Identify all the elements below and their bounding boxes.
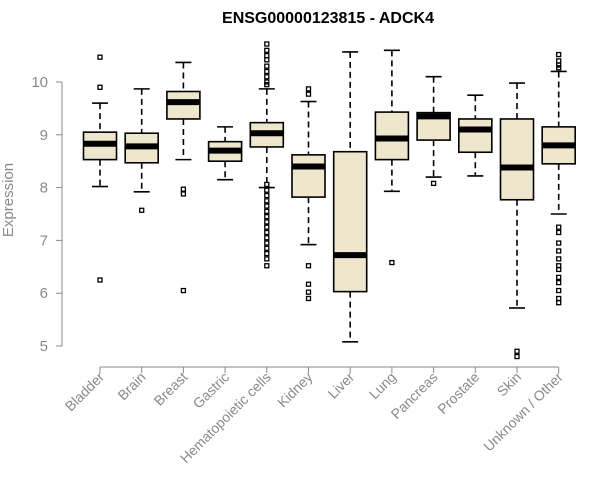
- outlier-point: [97, 54, 103, 60]
- iqr-box: [332, 150, 368, 293]
- outlier-point: [264, 47, 270, 53]
- outlier-point: [514, 353, 520, 360]
- outlier-point: [264, 198, 270, 204]
- outlier-point: [305, 91, 312, 97]
- outlier-point: [264, 181, 270, 188]
- y-tick-label: 5: [40, 338, 48, 355]
- outlier-point: [556, 58, 562, 64]
- box-skin: [499, 82, 535, 360]
- outlier-point: [264, 63, 270, 69]
- x-tick-label: Lung: [366, 369, 399, 402]
- outlier-point: [305, 263, 312, 269]
- y-tick-label: 6: [40, 285, 48, 302]
- outlier-point: [97, 84, 103, 90]
- outlier-point: [264, 229, 270, 236]
- outlier-point: [264, 203, 270, 209]
- x-tick-label: Unknown / Other: [480, 369, 566, 455]
- outlier-point: [264, 240, 270, 246]
- outlier-point: [264, 250, 270, 257]
- y-tick-label: 9: [40, 127, 48, 144]
- outlier-point: [264, 219, 270, 225]
- box-breast: [166, 61, 201, 294]
- outlier-point: [264, 57, 270, 63]
- box-prostate: [457, 94, 493, 177]
- outlier-point: [264, 213, 270, 220]
- outlier-point: [556, 248, 562, 254]
- outlier-point: [180, 287, 187, 294]
- y-tick-label: 10: [31, 74, 48, 91]
- outlier-point: [264, 81, 270, 88]
- outlier-point: [556, 300, 562, 306]
- x-tick-label: Brain: [114, 369, 148, 403]
- outlier-point: [264, 187, 270, 193]
- outlier-point: [556, 65, 562, 71]
- outlier-point: [389, 259, 395, 266]
- box-liver: [332, 51, 368, 343]
- outlier-point: [264, 224, 270, 230]
- outlier-point: [430, 180, 437, 187]
- x-tick-label: Breast: [151, 369, 191, 409]
- outlier-point: [139, 207, 145, 213]
- x-tick-label: Prostate: [434, 369, 482, 417]
- outlier-point: [556, 274, 562, 281]
- outlier-point: [556, 266, 562, 273]
- x-tick-label: Skin: [494, 369, 525, 400]
- outlier-point: [264, 263, 270, 269]
- outlier-point: [305, 281, 312, 287]
- outlier-point: [264, 256, 270, 262]
- outlier-point: [305, 289, 312, 295]
- y-axis: 5 6 7 8 9 10: [31, 74, 63, 355]
- outlier-point: [556, 229, 562, 236]
- box-pancreas: [416, 75, 451, 187]
- y-tick-label: 8: [40, 180, 48, 197]
- outlier-point: [514, 348, 520, 354]
- outlier-point: [556, 279, 562, 286]
- outlier-point: [180, 186, 187, 192]
- box-brain: [124, 88, 159, 213]
- outlier-point: [305, 86, 312, 92]
- box-gastric: [207, 126, 243, 181]
- iqr-box: [457, 118, 493, 154]
- y-axis-label: Expression: [0, 163, 17, 237]
- iqr-box: [291, 154, 326, 198]
- outlier-point: [264, 208, 270, 215]
- chart-title: ENSG00000123815 - ADCK4: [222, 10, 434, 27]
- iqr-box: [499, 118, 535, 201]
- outlier-point: [264, 52, 270, 59]
- outlier-point: [305, 295, 312, 302]
- iqr-box: [166, 90, 201, 120]
- box-bladder: [82, 54, 118, 283]
- boxes-group: [82, 41, 577, 360]
- box-unknown-other: [541, 51, 577, 306]
- outlier-point: [556, 51, 562, 58]
- box-lung: [374, 49, 410, 266]
- outlier-point: [97, 277, 103, 283]
- outlier-point: [264, 41, 270, 47]
- box-hematopoietic-cells: [249, 41, 285, 269]
- x-tick-label: Kidney: [274, 369, 316, 411]
- outlier-point: [264, 235, 270, 241]
- box-kidney: [291, 86, 326, 302]
- outlier-point: [556, 295, 562, 302]
- outlier-point: [556, 224, 562, 230]
- outlier-point: [556, 287, 562, 294]
- outlier-point: [556, 240, 562, 246]
- outlier-point: [264, 68, 270, 75]
- outlier-point: [264, 192, 270, 199]
- outlier-point: [180, 191, 187, 197]
- outlier-point: [264, 74, 270, 80]
- x-tick-label: Bladder: [62, 369, 108, 415]
- x-tick-label: Liver: [325, 369, 358, 402]
- outlier-point: [264, 245, 270, 251]
- outlier-point: [556, 256, 562, 262]
- y-tick-label: 7: [40, 232, 48, 249]
